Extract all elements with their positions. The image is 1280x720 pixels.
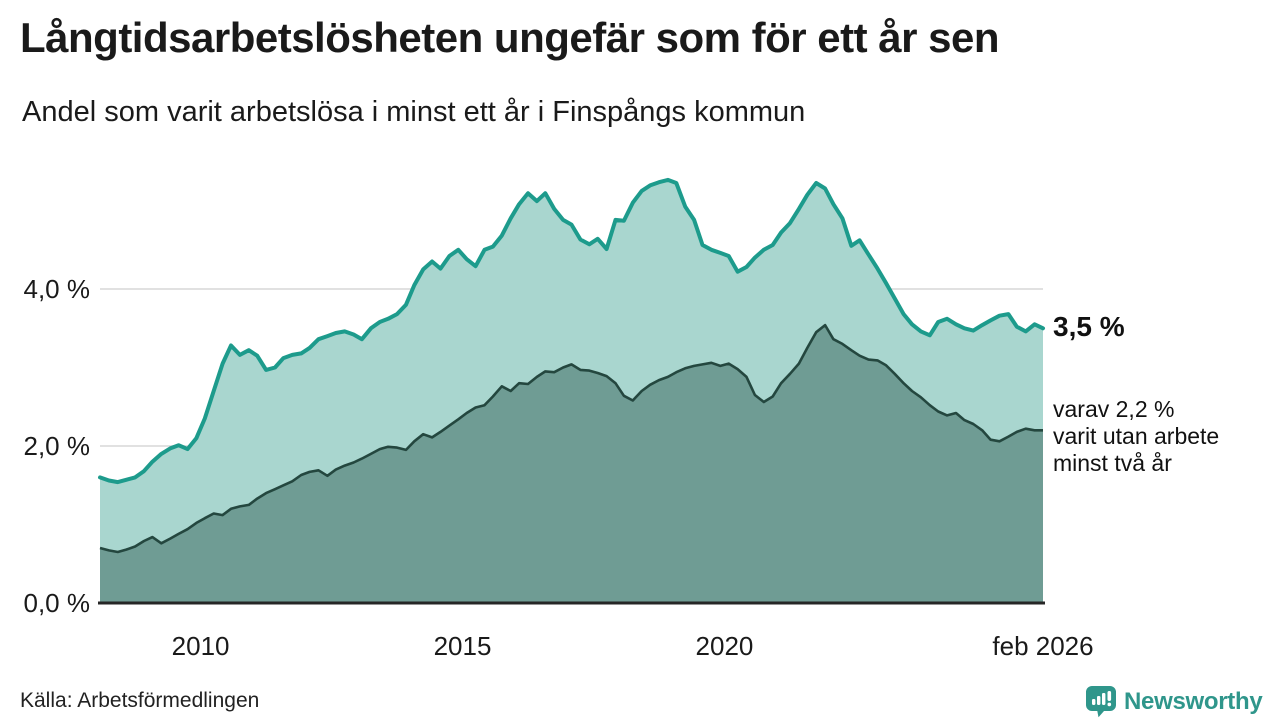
page-title: Långtidsarbetslösheten ungefär som för e… [20, 14, 1000, 61]
two-year-annotation-line-2: varit utan arbete [1053, 423, 1220, 450]
x-axis-label-2020: 2020 [695, 631, 754, 661]
x-axis-label-2010: 2010 [171, 631, 230, 661]
y-axis-label-2: 2,0 % [23, 431, 91, 461]
y-axis-label-4: 4,0 % [23, 274, 91, 304]
source-caption: Källa: Arbetsförmedlingen [20, 689, 260, 712]
y-axis-label-0: 0,0 % [23, 588, 91, 618]
chart-subtitle: Andel som varit arbetslösa i minst ett å… [22, 96, 806, 128]
x-axis-label-feb-2026: feb 2026 [992, 631, 1094, 661]
two-year-annotation: varav 2,2 % varit utan arbete minst två … [1053, 396, 1219, 477]
newsworthy-icon [1086, 686, 1116, 718]
two-year-annotation-line-3: minst två år [1053, 450, 1172, 477]
two-year-annotation-line-1: varav 2,2 % [1053, 396, 1175, 423]
x-axis-label-2015: 2015 [433, 631, 492, 661]
newsworthy-brand: Newsworthy [1085, 685, 1263, 718]
newsworthy-wordmark: Newsworthy [1124, 687, 1263, 715]
latest-value-label: 3,5 % [1053, 311, 1125, 343]
